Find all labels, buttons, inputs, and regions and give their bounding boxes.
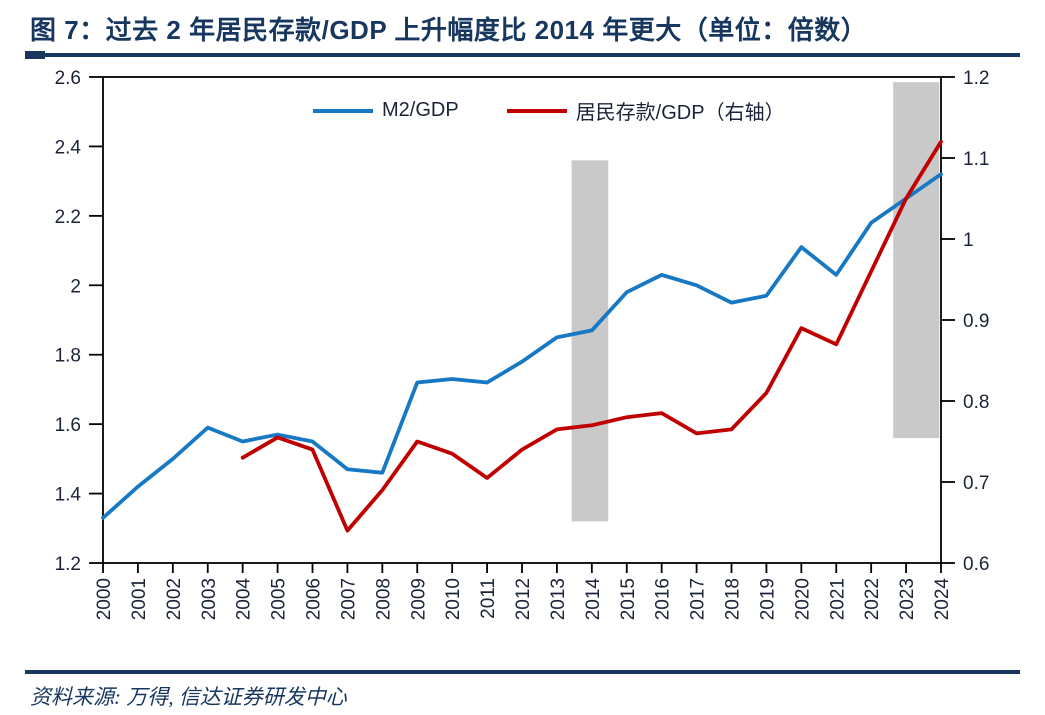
svg-text:2006: 2006 [304,578,325,620]
svg-text:2015: 2015 [618,578,639,620]
chart-legend: M2/GDP 居民存款/GDP（右轴） [313,96,785,125]
m2-line-swatch [313,108,373,113]
svg-text:2007: 2007 [338,578,359,620]
svg-text:2011: 2011 [478,578,499,619]
svg-text:2005: 2005 [269,578,290,620]
svg-text:1.2: 1.2 [55,554,81,575]
svg-text:2023: 2023 [897,578,918,620]
deposit-line-swatch [506,108,567,113]
legend-label-m2: M2/GDP [382,99,459,121]
footer-divider [25,670,1020,674]
svg-text:2017: 2017 [688,578,709,620]
svg-text:2024: 2024 [932,578,953,621]
highlight-band [893,82,940,439]
svg-text:0.7: 0.7 [963,473,989,494]
title-divider [25,53,1020,57]
svg-text:2.2: 2.2 [55,207,81,228]
svg-text:2018: 2018 [723,578,744,620]
series-right [240,139,943,533]
svg-text:0.9: 0.9 [963,311,989,332]
svg-text:1.2: 1.2 [963,68,989,89]
svg-text:2: 2 [70,276,81,297]
svg-text:2016: 2016 [653,578,674,620]
svg-text:2.6: 2.6 [55,68,81,89]
svg-text:0.8: 0.8 [963,392,989,413]
svg-text:2003: 2003 [199,578,220,620]
svg-text:2008: 2008 [373,578,394,620]
svg-text:2010: 2010 [443,578,464,620]
svg-text:1.8: 1.8 [55,346,81,367]
svg-text:2002: 2002 [164,578,185,620]
svg-text:2001: 2001 [129,578,150,620]
figure-title: 图 7：过去 2 年居民存款/GDP 上升幅度比 2014 年更大（单位：倍数） [30,15,868,45]
svg-text:2009: 2009 [408,578,429,620]
svg-text:2013: 2013 [548,578,569,620]
svg-text:2020: 2020 [792,578,813,620]
svg-text:2021: 2021 [827,578,848,620]
legend-item-m2-gdp: M2/GDP [313,99,459,122]
highlight-band [571,160,609,522]
svg-text:2012: 2012 [513,578,534,620]
svg-text:2004: 2004 [234,578,255,621]
svg-text:2022: 2022 [862,578,883,620]
svg-text:2014: 2014 [583,578,604,621]
legend-item-deposit-gdp: 居民存款/GDP（右轴） [506,96,785,125]
title-divider-accent [25,51,45,59]
svg-text:1.1: 1.1 [963,149,989,170]
legend-label-deposit: 居民存款/GDP（右轴） [575,102,785,124]
svg-text:2019: 2019 [757,578,778,620]
svg-text:2000: 2000 [94,578,115,620]
svg-text:1.6: 1.6 [55,415,81,436]
svg-text:0.6: 0.6 [963,554,989,575]
svg-text:1.4: 1.4 [55,485,82,506]
svg-text:1: 1 [963,230,974,251]
svg-text:2.4: 2.4 [55,137,82,158]
source-note: 资料来源: 万得, 信达证券研发中心 [30,685,347,709]
series-left [101,172,943,520]
